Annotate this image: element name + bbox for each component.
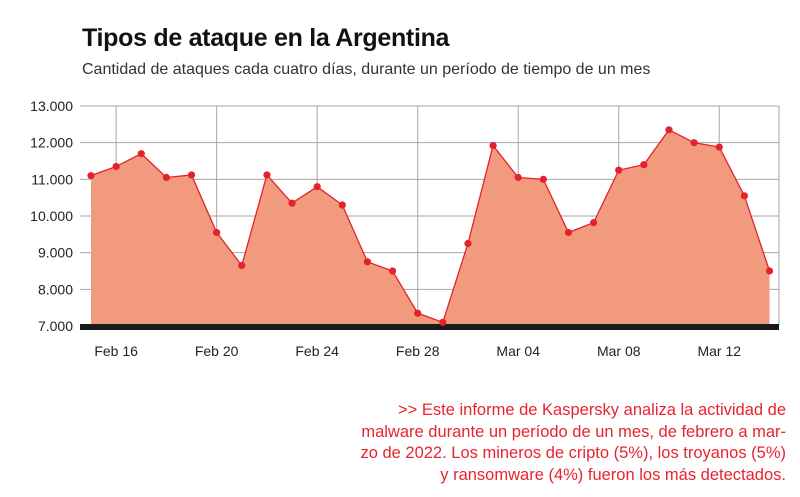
y-tick-label: 9.000 bbox=[38, 245, 73, 261]
data-point bbox=[464, 239, 472, 248]
data-point bbox=[238, 261, 246, 270]
data-point bbox=[137, 150, 145, 158]
data-point bbox=[388, 267, 397, 275]
data-point bbox=[363, 258, 372, 266]
data-point bbox=[765, 267, 774, 275]
chart-subtitle: Cantidad de ataques cada cuatro días, du… bbox=[82, 61, 651, 78]
marker-layer bbox=[87, 126, 774, 326]
data-point bbox=[288, 199, 296, 207]
data-point bbox=[640, 161, 648, 169]
area-fill bbox=[91, 129, 770, 326]
info-note: >> Este informe de Kaspersky analiza la … bbox=[316, 400, 786, 486]
y-tick-label: 11.000 bbox=[31, 171, 73, 187]
y-tick-label: 8.000 bbox=[38, 281, 73, 297]
data-point bbox=[263, 171, 271, 179]
x-tick-label: Mar 12 bbox=[697, 343, 741, 359]
note-line: malware durante un período de un mes, de… bbox=[361, 422, 786, 441]
data-point bbox=[112, 162, 120, 171]
data-point bbox=[690, 139, 698, 147]
data-point bbox=[162, 173, 170, 182]
data-point bbox=[539, 175, 547, 183]
data-point bbox=[665, 126, 673, 134]
y-tick-label: 10.000 bbox=[30, 208, 73, 224]
data-point bbox=[439, 318, 447, 326]
note-line: >> Este informe de Kaspersky analiza la … bbox=[398, 401, 786, 419]
x-tick-label: Feb 28 bbox=[396, 343, 440, 359]
y-tick-label: 13.000 bbox=[30, 98, 73, 114]
x-tick-label: Mar 08 bbox=[597, 343, 641, 359]
data-point bbox=[187, 171, 196, 179]
data-point bbox=[414, 309, 422, 317]
note-line: y ransomware (4%) fueron los más detecta… bbox=[440, 465, 786, 484]
y-tick-label: 7.000 bbox=[38, 318, 73, 334]
data-point bbox=[715, 143, 723, 151]
data-point bbox=[564, 228, 573, 237]
series-line bbox=[90, 129, 771, 324]
data-point bbox=[87, 172, 95, 180]
data-point bbox=[740, 192, 748, 200]
data-point bbox=[313, 183, 321, 191]
x-tick-label: Feb 20 bbox=[195, 343, 239, 359]
area-layer bbox=[90, 129, 771, 326]
data-point bbox=[590, 219, 598, 227]
y-tick-label: 12.000 bbox=[30, 135, 73, 151]
data-point bbox=[338, 201, 346, 209]
x-axis-baseline bbox=[80, 324, 779, 330]
x-tick-label: Feb 16 bbox=[94, 343, 138, 359]
axis-layer: 7.000 8.000 9.000 10.000 11.000 12.000 13.000 F… bbox=[30, 98, 779, 359]
data-point bbox=[615, 166, 623, 174]
data-point bbox=[514, 173, 522, 182]
note-line: zo de 2022. Los mineros de cripto (5%), … bbox=[360, 444, 786, 462]
data-point bbox=[213, 228, 221, 237]
x-tick-label: Mar 04 bbox=[496, 343, 540, 359]
data-point bbox=[489, 142, 497, 150]
chart-title: Tipos de ataque en la Argentina bbox=[82, 24, 450, 52]
x-tick-label: Feb 24 bbox=[295, 343, 339, 359]
